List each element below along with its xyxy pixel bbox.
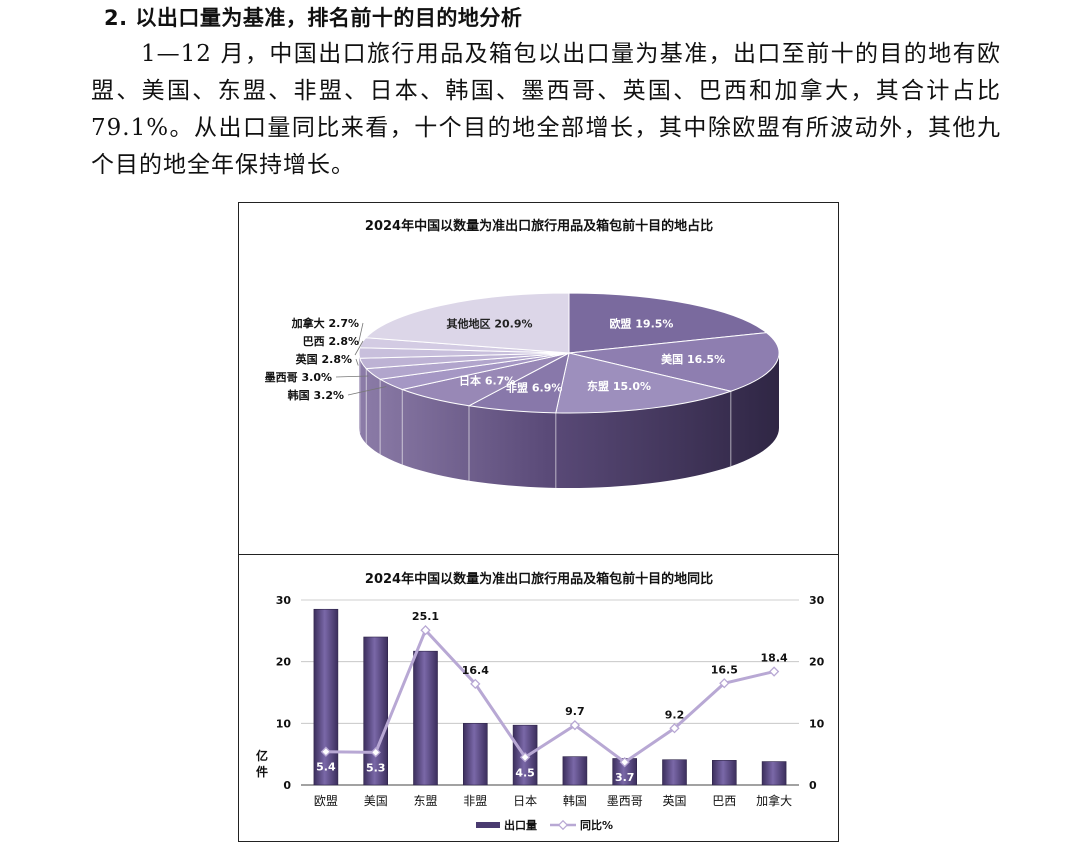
x-tick-label: 欧盟 <box>314 794 338 808</box>
yoy-marker <box>470 678 481 690</box>
y-axis-label-1: 亿 <box>256 748 268 763</box>
y2-tick-label: 0 <box>809 779 817 792</box>
pie-leader-line <box>354 340 364 356</box>
legend-line-marker <box>557 819 569 831</box>
pie-slice-label: 欧盟 19.5% <box>609 317 673 331</box>
legend-line-label: 同比% <box>580 818 613 832</box>
yoy-marker <box>420 625 431 636</box>
y2-tick-label: 20 <box>809 656 825 669</box>
bar <box>313 608 339 786</box>
bar <box>711 760 737 786</box>
bar-line-chart: 2024年中国以数量为准出口旅行用品及箱包前十目的地同比 5.4 5.3 25.1 1… <box>256 571 825 832</box>
x-tick-label: 英国 <box>662 794 686 808</box>
y-tick-label: 30 <box>276 594 292 607</box>
yoy-marker <box>519 752 531 763</box>
bar <box>761 761 787 786</box>
bar <box>363 636 388 786</box>
pie-slice <box>568 292 768 354</box>
yoy-data-label: 25.1 <box>412 610 439 623</box>
pie-slice <box>364 292 570 354</box>
pie-leader-line <box>357 322 364 345</box>
yoy-data-label: 5.4 <box>316 761 336 774</box>
bar <box>662 759 687 786</box>
pie-title: 2024年中国以数量为准出口旅行用品及箱包前十目的地占比 <box>365 218 713 234</box>
legend: 出口量 同比% <box>476 818 613 832</box>
bar <box>562 756 588 786</box>
pie-slice-label: 东盟 15.0% <box>587 379 651 393</box>
chart-divider <box>239 554 838 555</box>
yoy-line <box>325 627 775 765</box>
pie-slice-label: 日本 6.7% <box>459 373 515 387</box>
yoy-data-label: 9.2 <box>665 708 685 721</box>
yoy-marker <box>719 678 730 689</box>
yoy-data-label: 3.7 <box>615 771 635 784</box>
pie-slice-label: 英国 2.8% <box>295 352 352 366</box>
bar <box>413 650 438 786</box>
pie-slice <box>568 332 780 392</box>
y-tick-label: 20 <box>276 656 292 669</box>
x-tick-label: 日本 <box>513 794 537 808</box>
yoy-data-label: 18.4 <box>761 652 788 665</box>
section-paragraph: 1—12 月，中国出口旅行用品及箱包以出口量为基准，出口至前十的目的地有欧盟、美… <box>91 41 1001 178</box>
x-tick-label: 非盟 <box>463 794 487 808</box>
y-tick-label: 0 <box>283 779 291 792</box>
y2-tick-label: 30 <box>809 594 825 607</box>
legend-bar-swatch <box>476 822 500 828</box>
pie-slice-label: 美国 16.5% <box>661 352 725 366</box>
y-tick-label: 10 <box>276 717 292 730</box>
pie-leader-line <box>335 375 369 378</box>
pie-slice-label: 加拿大 2.7% <box>291 316 359 330</box>
x-tick-label: 美国 <box>364 794 388 808</box>
yoy-marker <box>569 720 581 731</box>
x-tick-label: 巴西 <box>712 794 736 808</box>
pie-slice-label: 非盟 6.9% <box>506 381 562 395</box>
section-heading: 2. 以出口量为基准，排名前十的目的地分析 <box>104 6 523 30</box>
x-tick-label: 加拿大 <box>756 793 792 808</box>
bar-title: 2024年中国以数量为准出口旅行用品及箱包前十目的地同比 <box>365 571 713 587</box>
y-axis-label-2: 件 <box>256 764 268 779</box>
yoy-data-label: 4.5 <box>515 766 535 779</box>
x-tick-label: 东盟 <box>413 794 437 808</box>
yoy-data-label: 16.5 <box>711 663 738 676</box>
yoy-data-label: 5.3 <box>366 761 386 774</box>
pie-slice-label: 墨西哥 3.0% <box>265 371 332 384</box>
pie-slice-label: 巴西 2.8% <box>303 335 359 348</box>
bar <box>463 723 488 786</box>
pie-leader-line <box>347 386 387 396</box>
yoy-marker <box>619 757 630 768</box>
chart-frame: 2024年中国以数量为准出口旅行用品及箱包前十目的地占比 欧盟 19.5% 美国 … <box>238 202 839 842</box>
y2-tick-label: 10 <box>809 717 825 730</box>
legend-bar-label: 出口量 <box>504 818 537 832</box>
x-tick-label: 墨西哥 <box>607 794 643 808</box>
yoy-marker <box>320 746 332 757</box>
yoy-data-label: 9.7 <box>565 705 585 718</box>
pie-slice-label: 韩国 3.2% <box>288 388 344 402</box>
pie-slice <box>555 352 733 414</box>
yoy-data-label: 16.4 <box>462 664 489 677</box>
yoy-marker <box>768 666 780 677</box>
pie-slice-label: 其他地区 20.9% <box>447 317 533 331</box>
x-tick-label: 韩国 <box>563 793 587 808</box>
pie-chart: 2024年中国以数量为准出口旅行用品及箱包前十目的地占比 欧盟 19.5% 美国 … <box>265 218 780 488</box>
yoy-marker <box>370 747 381 758</box>
pie-leader-line <box>355 358 359 366</box>
yoy-marker <box>669 723 680 734</box>
pie-side-wall <box>359 353 779 488</box>
